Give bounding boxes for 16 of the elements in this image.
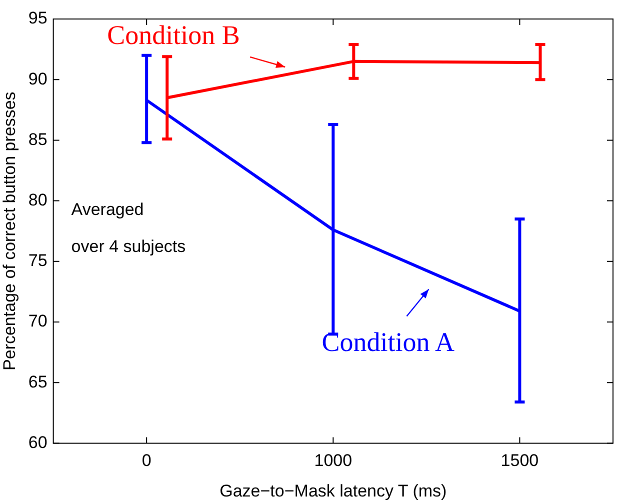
annotation: Averaged over 4 subjects xyxy=(71,199,186,258)
x-tick-label: 1500 xyxy=(500,451,539,470)
x-tick-label: 1000 xyxy=(314,451,352,470)
y-tick-label: 90 xyxy=(28,69,48,88)
y-tick-label: 70 xyxy=(28,312,48,331)
y-tick-label: 75 xyxy=(28,251,48,270)
y-tick-label: 65 xyxy=(28,372,48,392)
y-tick-label: 95 xyxy=(28,8,48,28)
y-tick-label: 60 xyxy=(28,432,48,452)
y-tick-label: 80 xyxy=(28,190,48,210)
y-axis-title: Percentage of correct button presses xyxy=(0,92,19,370)
legend-label: Condition A xyxy=(322,327,454,358)
x-tick-label: 0 xyxy=(142,451,152,470)
series-label: Condition B xyxy=(107,20,240,51)
x-axis-title: Gaze−to−Mask latency T (ms) xyxy=(220,481,447,500)
y-tick-label: 85 xyxy=(28,130,48,149)
